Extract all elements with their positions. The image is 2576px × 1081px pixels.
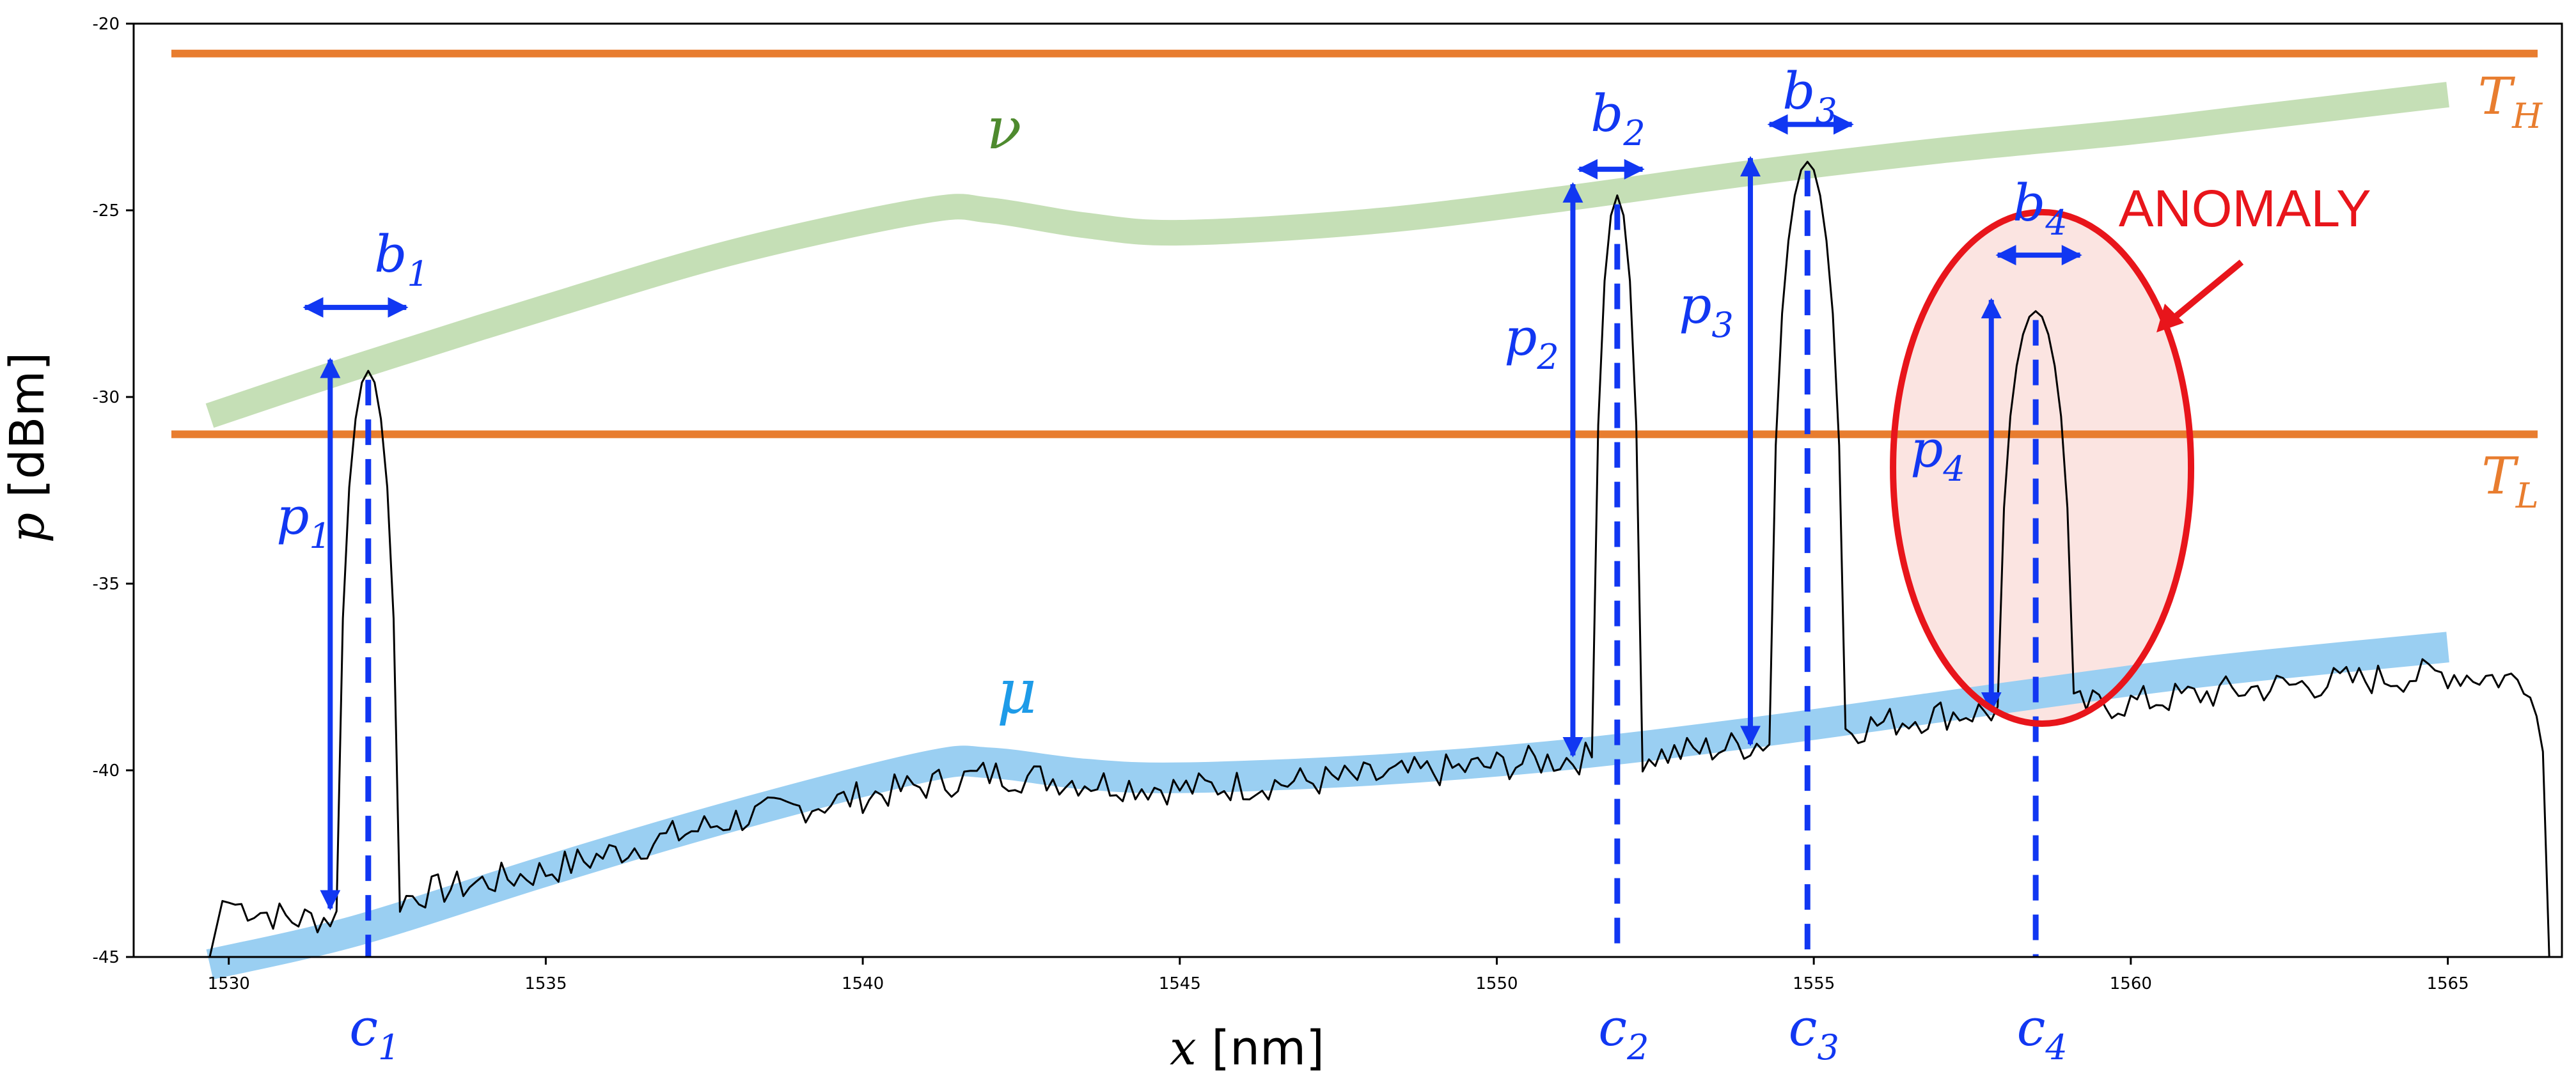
x-axis-label: x [nm]: [1170, 1021, 1324, 1076]
power-label-p4-sub: 4: [1942, 449, 1965, 489]
power-label-p2: p2: [1504, 307, 1559, 377]
bandwidth-label-b3: b3: [1782, 61, 1837, 131]
center-label-c3: c3: [1789, 998, 1839, 1068]
plot-frame: [132, 22, 2563, 958]
threshold-label-l-main: T: [2481, 446, 2519, 506]
center-label-c1-main: c: [349, 998, 378, 1057]
x-tick-label: 1550: [1475, 974, 1518, 993]
y-axis-unit: [dBm]: [0, 352, 55, 498]
y-tick-label: -20: [93, 15, 120, 34]
threshold-label-l: TL: [2481, 446, 2538, 516]
x-tick-label: 1530: [208, 974, 250, 993]
x-axis-unit: [nm]: [1211, 1021, 1324, 1076]
x-tick-label: 1535: [524, 974, 567, 993]
power-label-p3-main: p: [1679, 276, 1711, 335]
y-tick-label: -30: [93, 388, 120, 407]
center-label-c4-main: c: [2017, 998, 2046, 1057]
power-label-p2-main: p: [1504, 307, 1537, 367]
x-tick-label: 1555: [1793, 974, 1835, 993]
mu-envelope-band: [206, 632, 2449, 980]
power-label-p4-main: p: [1910, 419, 1943, 479]
anomaly-ellipse: [1890, 208, 2195, 727]
center-label-c2: c2: [1598, 998, 1649, 1068]
threshold-label-h-main: T: [2478, 66, 2516, 126]
x-tick-label: 1565: [2426, 974, 2469, 993]
bandwidth-label-b4-main: b: [2013, 173, 2045, 233]
y-axis-label: p [dBm]: [0, 352, 55, 543]
center-label-c3-main: c: [1789, 998, 1818, 1057]
nu-envelope-band: [205, 82, 2449, 428]
anomaly-ellipse-fill: [1893, 212, 2192, 724]
threshold-label-h: TH: [2478, 66, 2543, 136]
bandwidth-label-b2-main: b: [1590, 84, 1623, 143]
series-label-nu: ν: [987, 95, 1022, 162]
power-label-p2-sub: 2: [1536, 337, 1559, 377]
bandwidth-label-b3-sub: 3: [1815, 91, 1837, 131]
y-axis-var: p: [0, 513, 55, 543]
spectrum-trace: [208, 160, 2550, 958]
center-label-c3-sub: 3: [1817, 1027, 1839, 1068]
x-tick-label: 1545: [1159, 974, 1201, 993]
center-label-c1: c1: [349, 998, 400, 1068]
anomaly-label: ANOMALY: [2119, 180, 2371, 238]
bandwidth-label-b1-main: b: [374, 224, 407, 284]
anomaly-arrow-shaft: [2165, 260, 2244, 325]
y-tick-label: -25: [93, 201, 120, 221]
bandwidth-label-b2-sub: 2: [1622, 113, 1645, 153]
power-label-p4: p4: [1910, 419, 1965, 489]
threshold-label-l-sub: L: [2515, 476, 2539, 516]
x-axis-var: x: [1170, 1021, 1197, 1076]
power-label-p3: p3: [1679, 276, 1734, 345]
threshold-label-h-sub: H: [2511, 96, 2543, 136]
center-label-c1-sub: 1: [378, 1027, 400, 1068]
anomaly-arrow-head: [2156, 304, 2184, 332]
bandwidth-label-b3-main: b: [1782, 61, 1815, 121]
center-label-c4-sub: 4: [2045, 1027, 2067, 1068]
x-tick-label: 1540: [842, 974, 884, 993]
bandwidth-label-b4: b4: [2013, 173, 2068, 243]
y-tick-label: -45: [93, 948, 120, 967]
x-axis-space: [1197, 1021, 1212, 1076]
y-axis-space: [0, 497, 55, 513]
center-label-c2-main: c: [1598, 998, 1627, 1057]
bandwidth-label-b2: b2: [1590, 84, 1645, 153]
bandwidth-label-b1-sub: 1: [407, 254, 428, 294]
center-label-c4: c4: [2017, 998, 2068, 1068]
power-label-p1-sub: 1: [309, 516, 331, 556]
bandwidth-label-b1: b1: [374, 224, 429, 294]
y-tick-label: -40: [93, 761, 120, 781]
series-label-mu: μ: [997, 656, 1037, 727]
power-label-p3-sub: 3: [1711, 305, 1733, 345]
power-label-p1: p1: [276, 486, 331, 556]
x-tick-label: 1560: [2110, 974, 2152, 993]
bandwidth-label-b4-sub: 4: [2045, 203, 2067, 243]
y-tick-label: -35: [93, 575, 120, 594]
center-label-c2-sub: 2: [1626, 1027, 1649, 1068]
power-label-p1-main: p: [276, 486, 309, 546]
